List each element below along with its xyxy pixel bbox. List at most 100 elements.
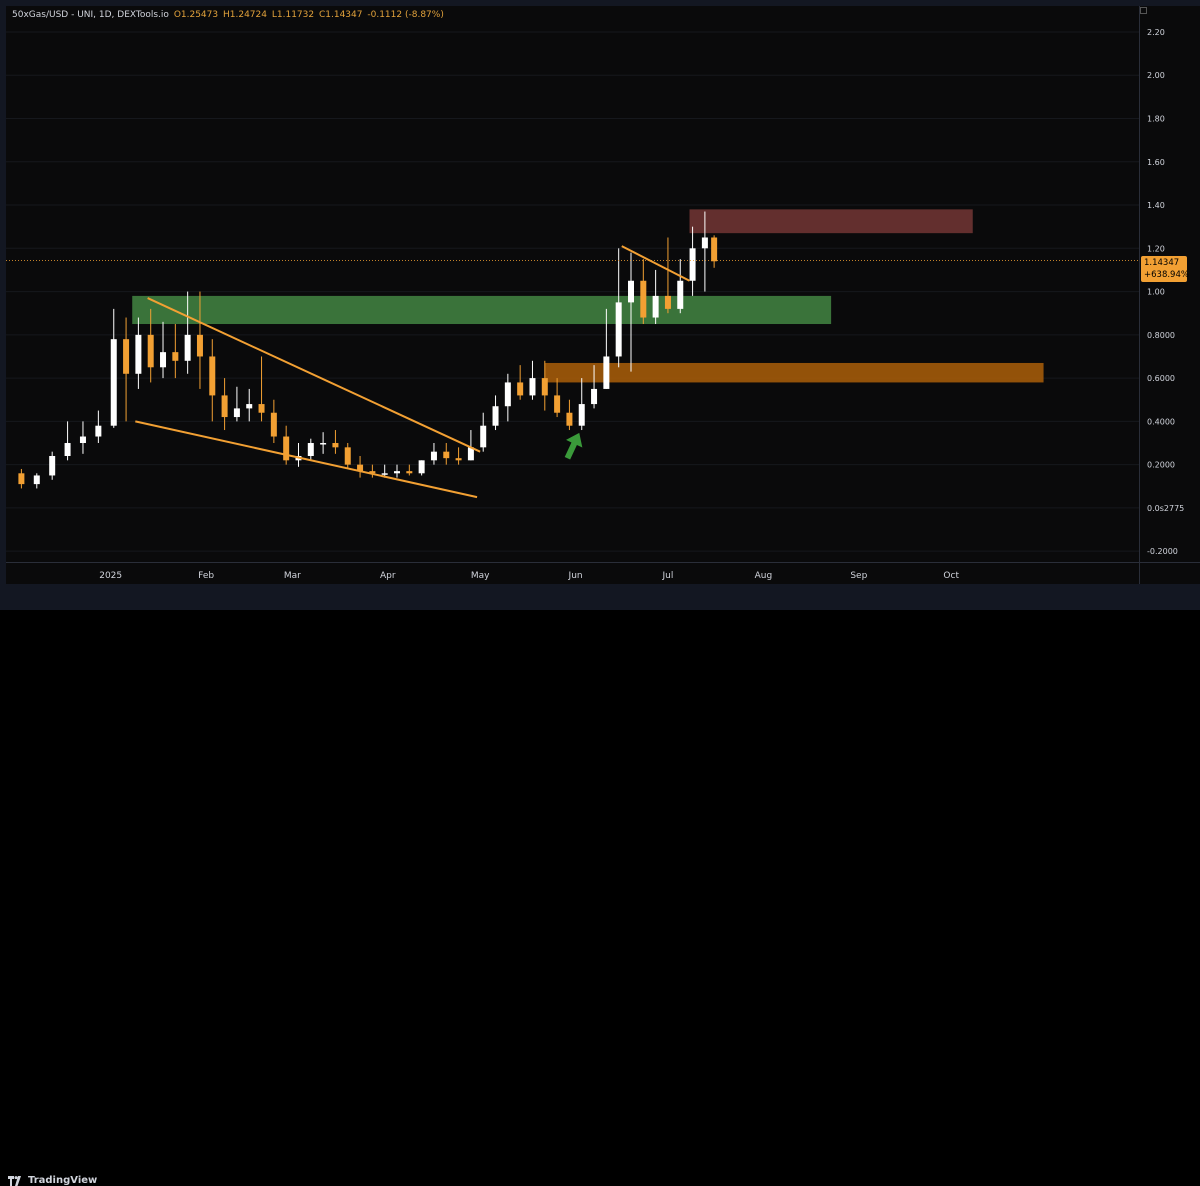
candle-body bbox=[615, 302, 622, 357]
candle-body bbox=[504, 382, 511, 407]
candle-body bbox=[18, 473, 25, 485]
candle-body bbox=[64, 443, 71, 456]
legend-open: O1.25473 bbox=[173, 10, 219, 20]
legend-low: L1.11732 bbox=[271, 10, 315, 20]
candle-body bbox=[381, 473, 388, 475]
candle-body bbox=[652, 295, 659, 318]
x-tick-label: Aug bbox=[755, 571, 773, 581]
candle-body bbox=[591, 388, 598, 405]
candle-body bbox=[184, 334, 191, 361]
candle-body bbox=[246, 404, 253, 409]
candle-body bbox=[677, 280, 684, 309]
y-tick-label: 0.4000 bbox=[1147, 417, 1175, 426]
candle-body bbox=[689, 248, 696, 281]
zone-orange bbox=[544, 362, 1044, 383]
x-tick-label: Feb bbox=[198, 571, 214, 581]
candle-body bbox=[430, 451, 437, 461]
candle-body bbox=[554, 395, 561, 413]
candle-body bbox=[123, 339, 130, 374]
y-tick-label: 2.20 bbox=[1147, 28, 1165, 37]
price-axis-labels: -0.2000 0.0s2775 0.2000 0.4000 0.6000 0.8000 1… bbox=[1147, 28, 1184, 556]
price-chart[interactable] bbox=[6, 6, 1139, 562]
x-tick-label: Apr bbox=[380, 571, 396, 581]
candle-body bbox=[701, 237, 708, 249]
arrow-shape bbox=[564, 432, 583, 460]
candle-body bbox=[480, 425, 487, 448]
legend-close: C1.14347 bbox=[318, 10, 363, 20]
time-axis[interactable]: 2025 Feb Mar Apr May Jun Jul Aug Sep Oct bbox=[6, 562, 1139, 585]
y-tick-label: 1.80 bbox=[1147, 114, 1165, 123]
candle-body bbox=[172, 352, 179, 361]
x-tick-label: Sep bbox=[850, 571, 867, 581]
candle-body bbox=[221, 395, 228, 418]
x-tick-label: Jul bbox=[662, 571, 674, 581]
candle-body bbox=[529, 378, 536, 396]
candle-body bbox=[467, 447, 474, 461]
symbol-legend: 50xGas/USD - UNI, 1D, DEXTools.io O1.254… bbox=[12, 10, 446, 20]
candle-body bbox=[283, 436, 290, 461]
y-tick-label: 1.00 bbox=[1147, 288, 1165, 297]
candle-body bbox=[711, 237, 718, 262]
legend-symbol: 50xGas/USD - UNI, 1D, DEXTools.io bbox=[12, 10, 169, 20]
candle-body bbox=[33, 475, 40, 485]
last-price-value: 1.14347 bbox=[1144, 258, 1180, 268]
trendline bbox=[621, 245, 690, 282]
candle-body bbox=[209, 356, 216, 396]
x-tick-label: 2025 bbox=[99, 571, 122, 581]
tradingview-brand[interactable]: TradingView bbox=[8, 1175, 97, 1186]
settings-square-icon[interactable] bbox=[1140, 7, 1147, 14]
legend-change: -0.1112 (-8.87%) bbox=[367, 10, 444, 20]
tradingview-logo-icon bbox=[8, 1175, 21, 1186]
candle-body bbox=[603, 356, 610, 389]
zone-green bbox=[132, 295, 832, 325]
candle-body bbox=[233, 408, 240, 418]
candle-body bbox=[455, 458, 462, 461]
candle-body bbox=[418, 460, 425, 474]
trendline bbox=[147, 297, 481, 453]
candle-body bbox=[369, 471, 376, 474]
y-tick-label: 0.0s2775 bbox=[1147, 504, 1184, 513]
candle-body bbox=[147, 334, 154, 368]
candle-body bbox=[443, 451, 450, 459]
candle-body bbox=[332, 443, 339, 448]
candle-body bbox=[517, 382, 524, 396]
footer-bar: TradingView bbox=[0, 584, 1200, 1186]
x-tick-label: Mar bbox=[284, 571, 301, 581]
brand-label: TradingView bbox=[28, 1175, 98, 1186]
last-price-change: +638.94% bbox=[1144, 270, 1189, 280]
candle-body bbox=[394, 471, 401, 474]
y-tick-label: 0.8000 bbox=[1147, 331, 1175, 340]
price-axis[interactable]: -0.2000 0.0s2775 0.2000 0.4000 0.6000 0.8000 1… bbox=[1139, 6, 1200, 562]
x-tick-label: Jun bbox=[568, 571, 583, 581]
candle-body bbox=[344, 447, 351, 465]
y-tick-label: 0.6000 bbox=[1147, 374, 1175, 383]
candle-body bbox=[160, 352, 167, 368]
candle-body bbox=[320, 443, 327, 445]
candle-body bbox=[627, 280, 634, 303]
chart-area[interactable] bbox=[6, 6, 1139, 562]
y-tick-label: 1.40 bbox=[1147, 201, 1165, 210]
candle-body bbox=[307, 443, 314, 456]
candle-body bbox=[258, 404, 265, 413]
y-tick-label: -0.2000 bbox=[1147, 547, 1178, 556]
up-arrow-icon bbox=[564, 432, 583, 460]
zone-red bbox=[689, 209, 973, 234]
candle-body bbox=[566, 412, 573, 426]
candle-body bbox=[357, 464, 364, 472]
legend-high: H1.24724 bbox=[223, 10, 267, 20]
x-tick-label: Oct bbox=[943, 571, 959, 581]
axis-corner bbox=[1139, 562, 1200, 585]
y-tick-label: 1.20 bbox=[1147, 244, 1165, 253]
candle-body bbox=[95, 425, 102, 437]
candle-body bbox=[640, 280, 647, 318]
candle-body bbox=[406, 471, 413, 474]
trendline bbox=[135, 420, 478, 499]
y-tick-label: 1.60 bbox=[1147, 158, 1165, 167]
candle-body bbox=[664, 295, 671, 309]
candle-body bbox=[270, 412, 277, 437]
candle-body bbox=[79, 436, 86, 444]
candle-body bbox=[49, 455, 56, 476]
last-price-badge: 1.14347 +638.94% bbox=[1141, 256, 1189, 282]
candle-body bbox=[110, 339, 117, 426]
